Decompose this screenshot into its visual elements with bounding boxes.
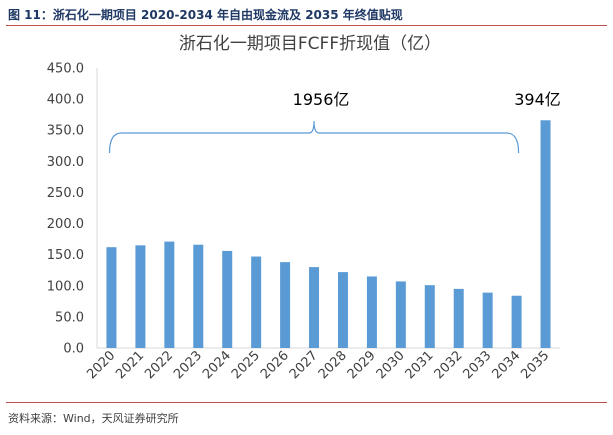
y-tick-label: 350.0: [47, 124, 84, 139]
bar-2026: [280, 262, 291, 348]
terminal-value-annotation: 394亿: [514, 90, 561, 109]
bar-2024: [222, 250, 233, 348]
sum-brace: [108, 120, 520, 154]
figure-caption: 图 11：浙石化一期项目 2020-2034 年自由现金流及 2035 年终值贴…: [8, 8, 403, 22]
bar-2034: [511, 295, 522, 348]
y-tick-label: 450.0: [47, 62, 84, 77]
x-tick-label: 2027: [287, 348, 321, 382]
source-divider: [6, 402, 607, 403]
x-tick-label: 2020: [84, 348, 118, 382]
x-tick-label: 2023: [171, 348, 205, 382]
bar-2021: [135, 245, 146, 348]
bar-2023: [193, 244, 204, 348]
x-tick-label: 2028: [316, 348, 350, 382]
sum-annotation: 1956亿: [293, 90, 350, 109]
y-tick-label: 400.0: [47, 93, 84, 108]
bar-2030: [395, 281, 406, 348]
chart-title: 浙石化一期项目FCFF折现值（亿）: [179, 34, 441, 54]
x-tick-label: 2029: [345, 348, 379, 382]
bar-2031: [424, 285, 435, 348]
x-tick-label: 2032: [432, 348, 466, 382]
bar-2022: [164, 241, 175, 348]
x-tick-label: 2022: [142, 348, 176, 382]
y-tick-label: 50.0: [55, 310, 84, 325]
bar-2025: [251, 256, 262, 348]
y-tick-label: 250.0: [47, 186, 84, 201]
y-tick-label: 100.0: [47, 279, 84, 294]
bar-2028: [337, 272, 348, 348]
x-tick-label: 2035: [518, 348, 552, 382]
x-tick-label: 2021: [113, 348, 147, 382]
x-tick-label: 2025: [229, 348, 263, 382]
source-note: 资料来源：Wind，天风证券研究所: [8, 412, 179, 425]
x-tick-label: 2024: [200, 348, 234, 382]
bar-2027: [309, 267, 320, 348]
bar-2035: [540, 120, 551, 349]
caption-divider: [6, 25, 607, 26]
y-tick-label: 150.0: [47, 248, 84, 263]
x-tick-label: 2034: [489, 348, 523, 382]
bar-2032: [453, 288, 464, 348]
y-tick-label: 200.0: [47, 217, 84, 232]
x-tick-label: 2033: [460, 348, 494, 382]
bar-2033: [482, 292, 493, 348]
x-tick-label: 2026: [258, 348, 292, 382]
y-tick-label: 300.0: [47, 155, 84, 170]
fcff-bar-chart: 浙石化一期项目FCFF折现值（亿） 0.0 50.0 100.0 150.0 200.0…: [47, 34, 561, 382]
x-tick-label: 2031: [403, 348, 437, 382]
y-tick-label: 0.0: [63, 342, 84, 357]
x-tick-label: 2030: [374, 348, 408, 382]
bar-2029: [366, 276, 377, 348]
bar-2020: [106, 247, 117, 348]
